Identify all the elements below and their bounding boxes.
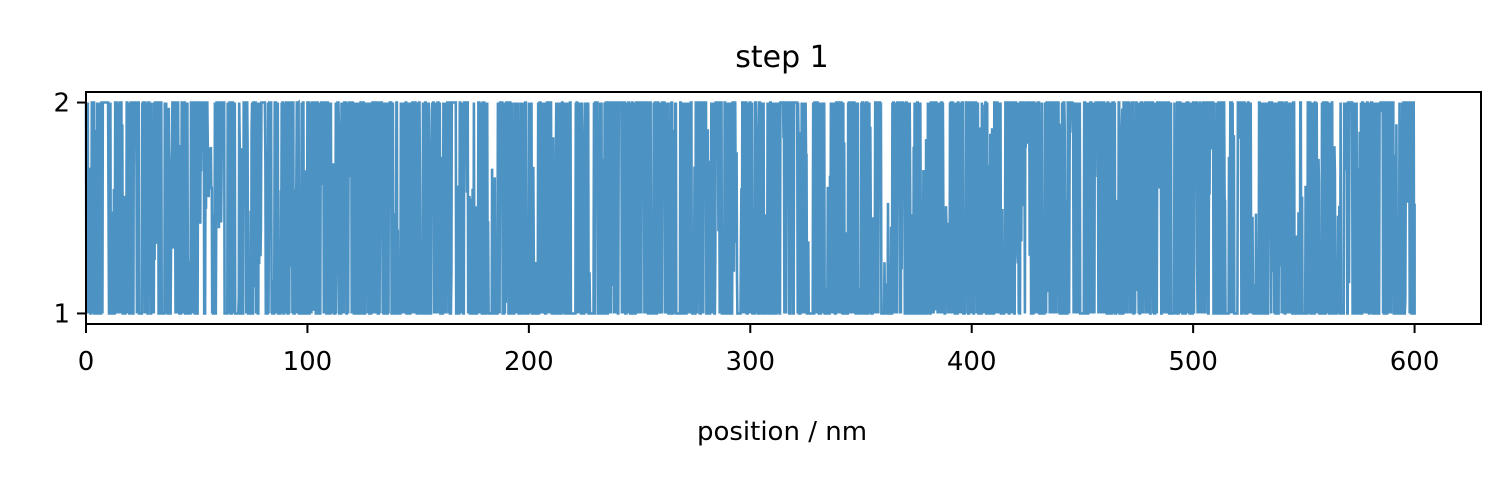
x-tick-label: 100 xyxy=(283,347,333,377)
y-axis: 12 xyxy=(53,89,86,329)
y-tick-label: 1 xyxy=(53,299,70,329)
series-line xyxy=(84,99,1416,315)
x-tick-label: 300 xyxy=(725,347,775,377)
axes-frame xyxy=(85,91,1482,325)
chart-title: step 1 xyxy=(735,40,829,75)
x-axis: 0 100 200 300 400 500 600 xyxy=(78,324,1440,377)
y-tick-label: 2 xyxy=(53,89,70,119)
x-tick-label: 200 xyxy=(504,347,554,377)
x-tick-label: 0 xyxy=(78,347,95,377)
x-axis-label: position / nm xyxy=(697,417,867,447)
plot-area xyxy=(84,99,1416,315)
x-tick-label: 600 xyxy=(1390,347,1440,377)
x-tick-label: 400 xyxy=(947,347,997,377)
x-tick-label: 500 xyxy=(1168,347,1218,377)
